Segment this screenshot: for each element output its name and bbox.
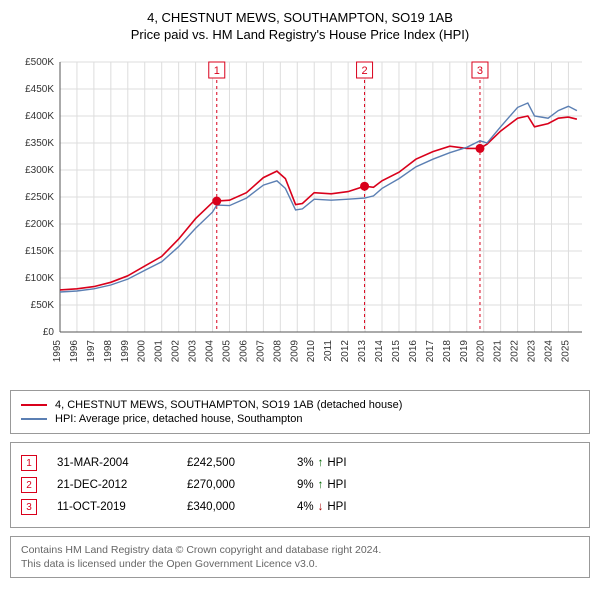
event-row-2: 2 21-DEC-2012 £270,000 9%↑HPI [21, 477, 579, 493]
svg-text:2004: 2004 [205, 340, 216, 363]
svg-text:2012: 2012 [340, 340, 351, 363]
event-marker-3 [475, 144, 484, 153]
footer-line2: This data is licensed under the Open Gov… [21, 557, 579, 571]
event-price: £340,000 [187, 501, 277, 513]
arrow-up-icon: ↑ [318, 457, 324, 469]
svg-text:2025: 2025 [560, 340, 571, 363]
svg-text:2: 2 [361, 65, 367, 77]
svg-text:£250K: £250K [25, 192, 54, 203]
event-number: 3 [21, 499, 37, 515]
arrow-up-icon: ↑ [318, 479, 324, 491]
legend-label: HPI: Average price, detached house, Sout… [55, 413, 302, 425]
event-date: 21-DEC-2012 [57, 479, 167, 491]
svg-text:2009: 2009 [289, 340, 300, 363]
svg-text:2001: 2001 [154, 340, 165, 363]
attribution-footer: Contains HM Land Registry data © Crown c… [10, 536, 590, 578]
svg-text:1998: 1998 [103, 340, 114, 363]
event-tag: HPI [327, 457, 346, 469]
svg-text:£300K: £300K [25, 165, 54, 176]
svg-text:2006: 2006 [238, 340, 249, 363]
event-marker-2 [360, 182, 369, 191]
event-number: 2 [21, 477, 37, 493]
svg-text:£0: £0 [43, 327, 55, 338]
events-table: 1 31-MAR-2004 £242,500 3%↑HPI 2 21-DEC-2012 £2… [10, 442, 590, 528]
svg-text:1: 1 [214, 65, 220, 77]
chart-titles: 4, CHESTNUT MEWS, SOUTHAMPTON, SO19 1AB … [10, 10, 590, 42]
svg-text:£200K: £200K [25, 219, 54, 230]
event-number: 1 [21, 455, 37, 471]
svg-text:£350K: £350K [25, 138, 54, 149]
svg-text:£500K: £500K [25, 57, 54, 68]
event-tag: HPI [327, 501, 346, 513]
svg-text:2014: 2014 [374, 340, 385, 363]
arrow-down-icon: ↓ [318, 501, 324, 513]
legend-label: 4, CHESTNUT MEWS, SOUTHAMPTON, SO19 1AB … [55, 399, 402, 411]
svg-text:2002: 2002 [171, 340, 182, 363]
svg-text:2013: 2013 [357, 340, 368, 363]
event-marker-1 [212, 197, 221, 206]
chart-area: £0 £50K £100K £150K £200K £250K £300K £350K £400… [10, 52, 590, 382]
svg-text:2017: 2017 [425, 340, 436, 363]
event-pct: 9%↑HPI [297, 479, 347, 491]
svg-text:2023: 2023 [527, 340, 538, 363]
event-date: 31-MAR-2004 [57, 457, 167, 469]
svg-text:2018: 2018 [442, 340, 453, 363]
svg-text:£50K: £50K [31, 300, 55, 311]
svg-text:1995: 1995 [52, 340, 63, 363]
legend-swatch [21, 404, 47, 406]
svg-text:1996: 1996 [69, 340, 80, 363]
svg-text:2000: 2000 [137, 340, 148, 363]
chart-title-line1: 4, CHESTNUT MEWS, SOUTHAMPTON, SO19 1AB [10, 10, 590, 25]
svg-text:1999: 1999 [120, 340, 131, 363]
svg-text:1997: 1997 [86, 340, 97, 363]
svg-text:2008: 2008 [272, 340, 283, 363]
svg-text:3: 3 [477, 65, 483, 77]
svg-text:2011: 2011 [323, 340, 334, 362]
svg-text:£450K: £450K [25, 84, 54, 95]
svg-text:2021: 2021 [493, 340, 504, 363]
legend-item-0: 4, CHESTNUT MEWS, SOUTHAMPTON, SO19 1AB … [21, 399, 579, 411]
svg-text:2010: 2010 [306, 340, 317, 363]
event-pct: 3%↑HPI [297, 457, 347, 469]
legend-item-1: HPI: Average price, detached house, Sout… [21, 413, 579, 425]
event-pct: 4%↓HPI [297, 501, 347, 513]
event-row-3: 3 11-OCT-2019 £340,000 4%↓HPI [21, 499, 579, 515]
event-date: 11-OCT-2019 [57, 501, 167, 513]
line-chart: £0 £50K £100K £150K £200K £250K £300K £350K £400… [10, 52, 590, 382]
svg-text:2020: 2020 [476, 340, 487, 363]
svg-text:£150K: £150K [25, 246, 54, 257]
legend-swatch [21, 418, 47, 420]
svg-text:2019: 2019 [459, 340, 470, 363]
footer-line1: Contains HM Land Registry data © Crown c… [21, 543, 579, 557]
svg-text:2007: 2007 [255, 340, 266, 363]
event-price: £242,500 [187, 457, 277, 469]
svg-text:£400K: £400K [25, 111, 54, 122]
svg-text:2005: 2005 [221, 340, 232, 363]
legend: 4, CHESTNUT MEWS, SOUTHAMPTON, SO19 1AB … [10, 390, 590, 434]
svg-text:2015: 2015 [391, 340, 402, 363]
event-row-1: 1 31-MAR-2004 £242,500 3%↑HPI [21, 455, 579, 471]
svg-text:2022: 2022 [510, 340, 521, 363]
chart-title-line2: Price paid vs. HM Land Registry's House … [10, 27, 590, 42]
svg-text:2024: 2024 [543, 340, 554, 363]
event-price: £270,000 [187, 479, 277, 491]
svg-text:2003: 2003 [188, 340, 199, 363]
event-tag: HPI [327, 479, 346, 491]
svg-text:£100K: £100K [25, 273, 54, 284]
svg-text:2016: 2016 [408, 340, 419, 363]
